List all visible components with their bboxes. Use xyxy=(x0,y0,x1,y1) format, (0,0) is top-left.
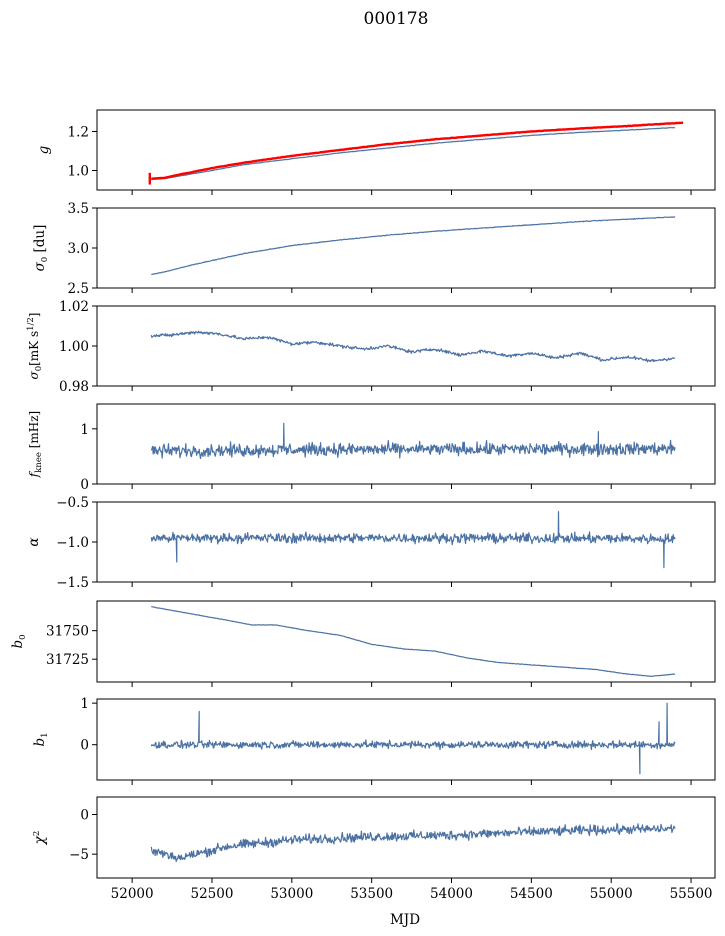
panel-4: 0 1 fknee [mHz] xyxy=(27,403,716,493)
panel-5: −1.5 −1.0 −0.5 α xyxy=(26,495,716,591)
y-tick-label: −5 xyxy=(69,847,89,863)
panel-6: 31725 31750 b0 xyxy=(10,600,716,687)
panel-frame-4 xyxy=(96,403,716,485)
y-axis-label-2: σ0 [du] xyxy=(32,225,50,272)
figure-title: 000178 xyxy=(364,9,429,29)
y-tick-label: 3.0 xyxy=(68,241,89,257)
series-line-5 xyxy=(150,511,676,569)
y-tick-label: −1.5 xyxy=(56,575,89,591)
series-line-7 xyxy=(150,702,676,775)
y-tick-label: 1.0 xyxy=(68,163,89,179)
y-axis-label-3: σ0[mK s1/2] xyxy=(26,313,44,380)
y-tick-label: −1.0 xyxy=(56,535,89,551)
series-line-4 xyxy=(150,422,676,460)
panel-7: 0 1 b1 xyxy=(32,696,716,785)
y-tick-label: 31750 xyxy=(46,624,89,640)
panels: 1.0 1.2 g 2.5 3.0 3.5 σ0 [du] 0.98 1.00 1.02 σ0[mK… xyxy=(10,109,716,902)
panel-frame-1 xyxy=(96,109,716,191)
series-line-1 xyxy=(151,126,676,180)
x-tick-label: 54000 xyxy=(430,886,473,902)
reference-line-1 xyxy=(151,121,684,180)
x-tick-label: 53000 xyxy=(270,886,313,902)
y-tick-label: 1 xyxy=(80,422,89,438)
x-tick-label: 52000 xyxy=(111,886,154,902)
y-tick-label: 1.2 xyxy=(68,124,89,140)
y-tick-label: 31725 xyxy=(46,652,89,668)
y-tick-label: 3.5 xyxy=(68,201,89,217)
panel-frame-3 xyxy=(96,305,716,387)
y-tick-label: 1.00 xyxy=(59,339,89,355)
x-axis-label: MJD xyxy=(390,912,420,928)
y-tick-label: 0 xyxy=(80,477,89,493)
y-tick-label: 0.98 xyxy=(59,379,89,395)
x-tick-label: 52500 xyxy=(191,886,234,902)
x-tick-label: 54500 xyxy=(510,886,553,902)
series-line-6 xyxy=(151,605,676,677)
x-tick-label: 53500 xyxy=(350,886,393,902)
y-axis-label-4: fknee [mHz] xyxy=(27,411,44,478)
y-tick-label: 0 xyxy=(80,807,89,823)
panel-3: 0.98 1.00 1.02 σ0[mK s1/2] xyxy=(26,299,716,395)
x-tick-label: 55500 xyxy=(670,886,713,902)
y-tick-label: 2.5 xyxy=(68,281,89,297)
panel-2: 2.5 3.0 3.5 σ0 [du] xyxy=(32,201,716,297)
y-axis-label-1: g xyxy=(36,145,52,154)
y-tick-label: −0.5 xyxy=(56,495,89,511)
series-line-3 xyxy=(150,330,676,363)
panel-1: 1.0 1.2 g xyxy=(36,109,716,195)
y-tick-label: 1 xyxy=(80,696,89,712)
x-tick-label: 55000 xyxy=(590,886,633,902)
series-line-8 xyxy=(150,823,676,863)
y-axis-label-8: χ2 xyxy=(32,831,48,846)
panel-frame-6 xyxy=(96,600,716,683)
panel-frame-7 xyxy=(96,698,716,781)
y-axis-label-5: α xyxy=(26,537,42,546)
series-line-2 xyxy=(151,216,676,276)
y-tick-label: 1.02 xyxy=(59,299,89,315)
y-axis-label-6: b0 xyxy=(10,634,28,648)
y-tick-label: 0 xyxy=(80,738,89,754)
y-axis-label-7: b1 xyxy=(32,732,50,746)
panel-8: −5 0 52000 52500 53000 53500 54000 54500 55000 55… xyxy=(32,796,716,902)
panel-frame-8 xyxy=(96,796,716,879)
